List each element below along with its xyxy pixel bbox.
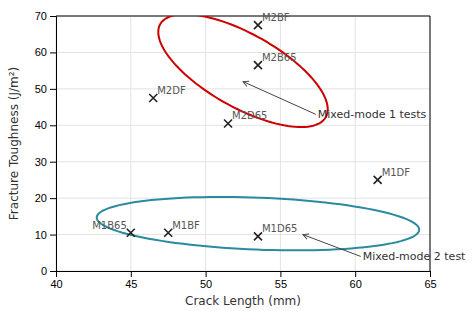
x-tick-label: 50 bbox=[200, 278, 212, 290]
y-axis-line bbox=[50, 17, 57, 272]
annotation-arrow bbox=[303, 235, 361, 257]
frame-right bbox=[430, 16, 431, 271]
x-tick-label: 45 bbox=[125, 278, 137, 290]
point-label: M2B65 bbox=[262, 52, 297, 63]
point bbox=[224, 119, 232, 127]
point bbox=[254, 21, 262, 29]
grid-line-y bbox=[56, 234, 430, 235]
annotation-text: Mixed-mode 2 test bbox=[363, 250, 466, 263]
x-tick-mark bbox=[280, 271, 281, 277]
point-label: M1D65 bbox=[262, 223, 297, 234]
y-tick: 70 bbox=[35, 10, 56, 22]
x-tick-mark bbox=[355, 271, 356, 277]
x-tick: 50 bbox=[200, 271, 212, 290]
y-tick-label: 70 bbox=[35, 10, 47, 22]
points bbox=[127, 21, 382, 240]
x-axis: 40 45 50 55 60 65 bbox=[50, 271, 436, 290]
x-tick: 65 bbox=[424, 271, 436, 290]
y-tick-mark bbox=[50, 125, 56, 126]
y-tick: 30 bbox=[35, 156, 56, 168]
y-tick-mark bbox=[50, 235, 56, 236]
y-tick-mark bbox=[50, 162, 56, 163]
y-tick-mark bbox=[50, 89, 56, 90]
y-tick-mark bbox=[50, 198, 56, 199]
grid-line-y bbox=[56, 52, 430, 53]
point-label: M1DF bbox=[382, 167, 411, 178]
grid-line-y bbox=[56, 161, 430, 162]
frame-top bbox=[56, 16, 430, 17]
x-tick-label: 40 bbox=[50, 278, 62, 290]
y-tick: 60 bbox=[35, 46, 56, 58]
y-tick: 40 bbox=[35, 119, 56, 131]
marks bbox=[97, 16, 419, 250]
grid-line-y bbox=[56, 125, 430, 126]
x-tick-mark bbox=[206, 271, 207, 277]
ellipse bbox=[97, 197, 419, 250]
point bbox=[127, 229, 135, 237]
x-tick: 45 bbox=[125, 271, 137, 290]
y-tick-mark bbox=[50, 16, 56, 17]
point bbox=[254, 232, 262, 240]
y-tick-label: 40 bbox=[35, 119, 47, 131]
y-tick-label: 20 bbox=[35, 192, 47, 204]
ellipse bbox=[158, 16, 327, 127]
y-tick: 10 bbox=[35, 229, 56, 241]
y-tick-mark bbox=[50, 271, 56, 272]
point bbox=[254, 61, 262, 69]
point-label: M1BF bbox=[172, 220, 200, 231]
point-label: M2D65 bbox=[232, 110, 267, 121]
grid-line-x bbox=[355, 16, 356, 271]
point-label: M2BF bbox=[262, 12, 290, 23]
plot: 40 45 50 55 60 65 0 10 20 30 40 50 60 70 Crack Length … bbox=[7, 10, 466, 308]
x-tick-label: 60 bbox=[350, 278, 362, 290]
y-tick: 20 bbox=[35, 192, 56, 204]
x-tick: 60 bbox=[350, 271, 362, 290]
grid-line-x bbox=[430, 16, 431, 271]
point-labels: M2BF M2B65 M2DF M2D65 M1DF M1B65 M1BF M1D65 bbox=[92, 12, 410, 234]
point-label: M1B65 bbox=[92, 220, 127, 231]
x-tick-mark bbox=[131, 271, 132, 277]
x-tick-mark bbox=[430, 271, 431, 277]
y-tick-label: 0 bbox=[41, 265, 47, 277]
x-tick: 40 bbox=[50, 271, 62, 290]
y-axis: 0 10 20 30 40 50 60 70 bbox=[35, 10, 57, 277]
grid bbox=[56, 16, 430, 271]
x-axis-line bbox=[57, 272, 431, 278]
grid-line-x bbox=[205, 16, 206, 271]
annotations: Mixed-mode 1 tests Mixed-mode 2 test bbox=[243, 82, 466, 264]
y-tick-label: 10 bbox=[35, 229, 47, 241]
x-tick-label: 65 bbox=[424, 278, 436, 290]
chart: 40 45 50 55 60 65 0 10 20 30 40 50 60 70 Crack Length … bbox=[0, 0, 474, 311]
point bbox=[149, 94, 157, 102]
y-tick: 0 bbox=[41, 265, 56, 277]
grid-line-y bbox=[56, 88, 430, 89]
y-tick-mark bbox=[50, 52, 56, 53]
y-tick-label: 30 bbox=[35, 156, 47, 168]
point bbox=[164, 229, 172, 237]
annotation-arrow bbox=[243, 82, 316, 115]
x-axis-title: Crack Length (mm) bbox=[185, 294, 301, 308]
y-axis-title: Fracture Toughness (J/m²) bbox=[7, 67, 21, 220]
grid-line-y bbox=[56, 16, 430, 17]
x-tick-label: 55 bbox=[275, 278, 287, 290]
y-tick-label: 50 bbox=[35, 83, 47, 95]
x-tick: 55 bbox=[275, 271, 287, 290]
annotation-text: Mixed-mode 1 tests bbox=[318, 108, 427, 121]
y-tick: 50 bbox=[35, 83, 56, 95]
point bbox=[374, 176, 382, 184]
y-tick-label: 60 bbox=[35, 46, 47, 58]
point-label: M2DF bbox=[157, 85, 186, 96]
